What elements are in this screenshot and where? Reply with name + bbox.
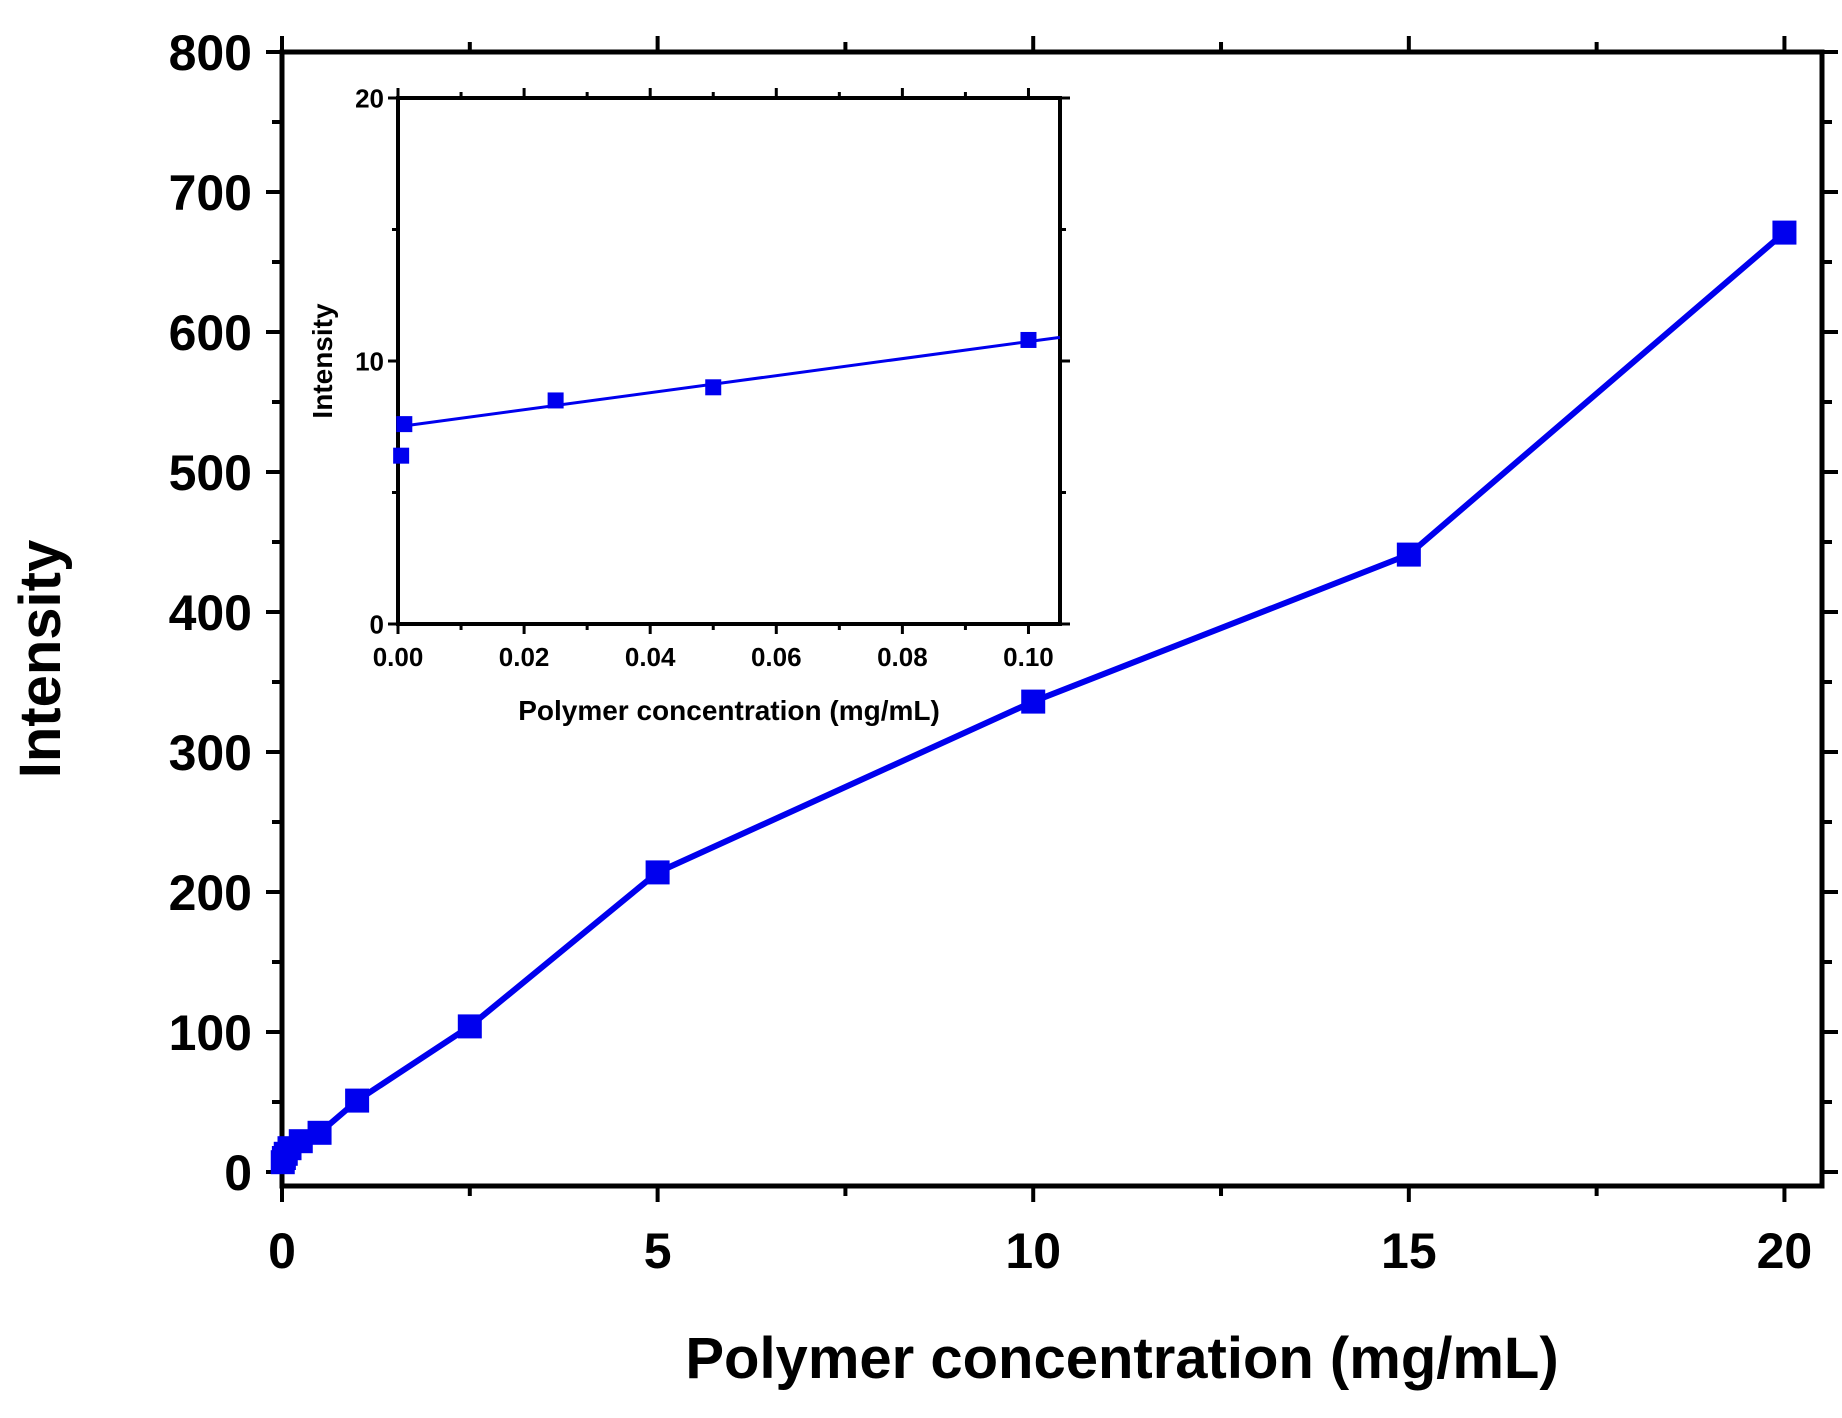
main-data-point	[1772, 220, 1797, 245]
main-y-axis-label: Intensity	[8, 540, 73, 779]
main-y-tick-label: 100	[169, 1005, 252, 1061]
inset-data-point	[547, 392, 564, 409]
main-data-point	[345, 1088, 370, 1113]
main-data-point	[645, 860, 670, 885]
inset-x-tick-label: 0.08	[877, 642, 928, 672]
main-y-tick-label: 700	[169, 165, 252, 221]
inset-fit-line	[397, 335, 1061, 429]
main-y-tick-label: 300	[169, 725, 252, 781]
main-data-point	[1396, 542, 1421, 567]
inset-data-point	[393, 447, 410, 464]
main-x-tick-label: 0	[268, 1223, 296, 1279]
inset-plot-background	[398, 98, 1060, 624]
main-data-point	[307, 1120, 332, 1145]
inset-x-tick-label: 0.10	[1003, 642, 1054, 672]
main-y-tick-label: 0	[224, 1145, 252, 1201]
inset-y-tick-label: 0	[370, 609, 384, 639]
main-x-tick-label: 20	[1757, 1223, 1813, 1279]
inset-x-axis-label: Polymer concentration (mg/mL)	[518, 695, 940, 726]
main-x-tick-label: 10	[1005, 1223, 1061, 1279]
main-x-axis-label: Polymer concentration (mg/mL)	[685, 1326, 1558, 1391]
inset-y-tick-label: 10	[355, 346, 384, 376]
inset-x-tick-label: 0.06	[751, 642, 802, 672]
main-x-tick-label: 15	[1381, 1223, 1437, 1279]
main-y-tick-label: 600	[169, 305, 252, 361]
inset-x-tick-label: 0.04	[625, 642, 676, 672]
main-x-tick-label: 5	[644, 1223, 672, 1279]
main-y-tick-label: 400	[169, 585, 252, 641]
inset-data-point	[1020, 331, 1037, 348]
main-data-point	[1021, 689, 1046, 714]
inset-x-tick-label: 0.02	[499, 642, 550, 672]
main-plot-frame	[279, 49, 1825, 1189]
inset-x-tick-label: 0.00	[373, 642, 424, 672]
main-y-tick-label: 200	[169, 865, 252, 921]
main-y-tick-label: 500	[169, 445, 252, 501]
inset-y-axis-label: Intensity	[307, 303, 338, 419]
inset-y-tick-label: 20	[355, 83, 384, 113]
main-y-tick-label: 800	[169, 25, 252, 81]
inset-data-point	[396, 416, 413, 433]
inset-data-point	[705, 379, 722, 396]
main-data-point	[457, 1014, 482, 1039]
